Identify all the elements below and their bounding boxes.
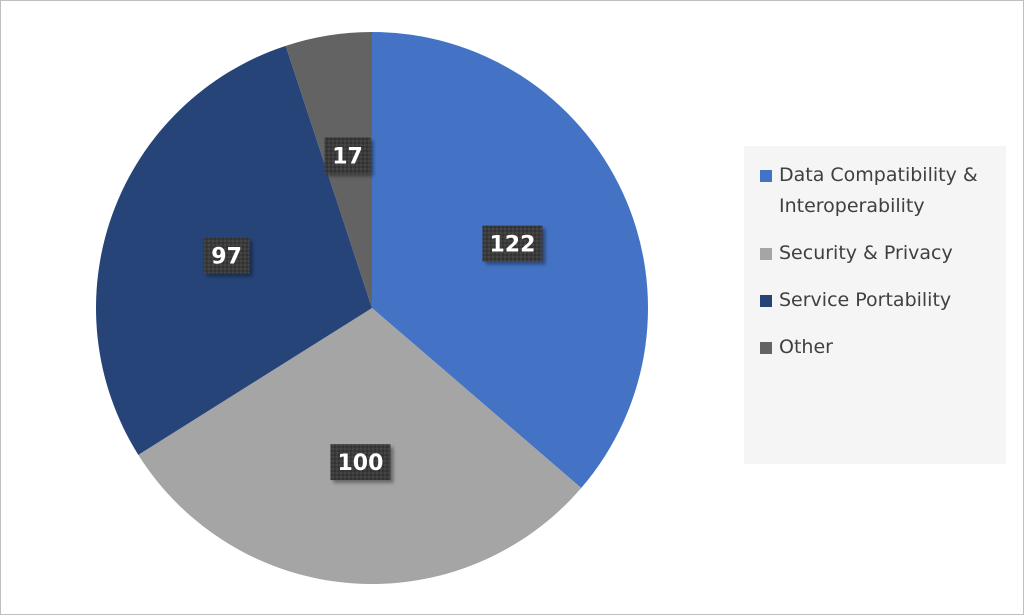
data-label-box-data-compatibility [482,225,543,262]
data-label-box-other [324,137,371,174]
data-label-security-privacy: 100 [330,444,391,481]
data-label-box-service-portability [203,237,250,274]
legend-label-security-privacy: Security & Privacy [779,242,953,264]
pie-slices [96,32,648,584]
data-label-text-security-privacy: 100 [337,451,383,476]
legend-swatch-service-portability [760,295,772,307]
data-label-box-security-privacy [330,444,391,481]
legend-swatch-security-privacy [760,248,772,260]
legend-swatch-data-compatibility [760,170,772,182]
data-label-text-other: 17 [332,144,363,169]
legend-item-security-privacy: Security & Privacy [758,238,1006,269]
data-label-text-data-compatibility: 122 [490,233,536,258]
legend-label-data-compatibility: Data Compatibility & Interoperability [779,164,978,217]
legend-item-data-compatibility: Data Compatibility & Interoperability [758,160,1006,222]
data-label-text-service-portability: 97 [211,245,242,270]
chart-legend: Data Compatibility & Interoperability Se… [744,146,1006,464]
legend-label-other: Other [779,336,833,358]
data-label-service-portability: 97 [203,237,250,274]
legend-item-other: Other [758,332,1006,363]
legend-label-service-portability: Service Portability [779,289,952,311]
pie-data-labels: 122 100 97 17 [203,137,543,481]
legend-item-service-portability: Service Portability [758,285,1006,316]
legend-swatch-other [760,342,772,354]
data-label-other: 17 [324,137,371,174]
data-label-data-compatibility: 122 [482,225,543,262]
